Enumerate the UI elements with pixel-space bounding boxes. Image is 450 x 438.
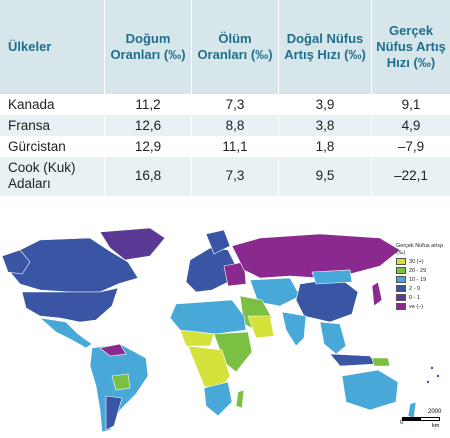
- cell-real: –7,9: [371, 135, 450, 157]
- cell-birth: 16,8: [104, 156, 192, 196]
- legend-label: 0 - 1: [409, 294, 421, 301]
- russia-region: [231, 233, 401, 279]
- legend-label: ve (–): [409, 303, 424, 310]
- cell-birth: 11,2: [104, 94, 192, 115]
- argentina-region: [105, 395, 123, 431]
- china-region: [295, 277, 359, 323]
- scandinavia-region: [205, 229, 231, 255]
- scale-end-label: 2000: [428, 409, 442, 415]
- legend-swatch: [396, 285, 406, 292]
- cell-real: –22,1: [371, 156, 450, 196]
- mexico-region: [39, 317, 93, 349]
- scale-start-label: 0: [400, 420, 404, 426]
- header-death-rate: Ölüm Oranları (‰): [191, 0, 279, 95]
- cell-birth: 12,9: [104, 135, 192, 157]
- legend-swatch: [396, 303, 406, 310]
- table-header-row: Ülkeler Doğum Oranları (‰) Ölüm Oranları…: [0, 0, 450, 95]
- map-scale-bar: 2000 0 km: [398, 408, 444, 434]
- greenland-region: [99, 227, 166, 261]
- legend-label: 2 - 9: [409, 285, 421, 292]
- legend-label: 30 (+): [409, 258, 424, 265]
- header-countries: Ülkeler: [0, 0, 105, 95]
- legend-swatch: [396, 294, 406, 301]
- map-legend: Gerçek Nüfus artışı (‰) 30 (+) 20 - 29 1…: [396, 243, 448, 310]
- alaska-region: [1, 249, 31, 275]
- world-map: [0, 226, 450, 438]
- legend-item: ve (–): [396, 303, 448, 310]
- cell-natural: 9,5: [278, 156, 372, 196]
- cell-death: 8,8: [191, 114, 279, 136]
- arabia-region: [247, 315, 275, 339]
- legend-item: 2 - 9: [396, 285, 448, 292]
- table-row: Fransa 12,6 8,8 3,8 4,9: [0, 114, 450, 136]
- cell-country: Gürcistan: [8, 138, 66, 154]
- cell-death: 11,1: [191, 135, 279, 157]
- cell-real: 4,9: [371, 114, 450, 136]
- central-asia-region: [249, 277, 301, 307]
- southern-africa-region: [203, 381, 233, 417]
- scale-bar: [402, 417, 440, 421]
- legend-swatch: [396, 276, 406, 283]
- population-table: Ülkeler Doğum Oranları (‰) Ölüm Oranları…: [0, 0, 450, 196]
- legend-title: Gerçek Nüfus artışı (‰): [396, 243, 444, 256]
- eastern-europe-region: [223, 261, 247, 287]
- cell-natural: 3,9: [278, 94, 372, 115]
- header-real-growth: Gerçek Nüfus Artış Hızı (‰): [371, 0, 450, 95]
- mongolia-region: [311, 269, 353, 285]
- header-natural-growth: Doğal Nüfus Artış Hızı (‰): [278, 0, 372, 95]
- legend-item: 30 (+): [396, 258, 448, 265]
- venezuela-region: [99, 343, 127, 357]
- cell-real: 9,1: [371, 94, 450, 115]
- cell-birth: 12,6: [104, 114, 192, 136]
- usa-region: [21, 287, 119, 323]
- japan-region: [371, 281, 383, 307]
- cell-natural: 3,8: [278, 114, 372, 136]
- north-africa-region: [169, 299, 247, 335]
- header-birth-rate: Doğum Oranları (‰): [104, 0, 192, 95]
- australia-region: [341, 369, 399, 411]
- madagascar-region: [235, 389, 245, 409]
- table-row: Gürcistan 12,9 11,1 1,8 –7,9: [0, 135, 450, 157]
- bolivia-region: [111, 373, 131, 391]
- cell-death: 7,3: [191, 156, 279, 196]
- cell-death: 7,3: [191, 94, 279, 115]
- india-region: [281, 311, 307, 347]
- sahel-region: [179, 329, 215, 347]
- png-region: [371, 357, 391, 367]
- legend-item: 0 - 1: [396, 294, 448, 301]
- scale-unit-label: km: [432, 423, 440, 429]
- table-row: Cook (Kuk) Adaları 16,8 7,3 9,5 –22,1: [0, 156, 450, 196]
- table-row: Kanada 11,2 7,3 3,9 9,1: [0, 94, 450, 115]
- cell-country: Cook (Kuk) Adaları: [0, 156, 105, 196]
- cell-country: Fransa: [0, 114, 105, 136]
- legend-swatch: [396, 258, 406, 265]
- legend-swatch: [396, 267, 406, 274]
- cell-natural: 1,8: [278, 135, 372, 157]
- legend-label: 10 - 19: [409, 276, 427, 283]
- cell-country: Kanada: [8, 97, 55, 113]
- canada-region: [7, 237, 139, 293]
- legend-label: 20 - 29: [409, 267, 427, 274]
- southeast-asia-region: [319, 321, 347, 355]
- legend-item: 20 - 29: [396, 267, 448, 274]
- legend-item: 10 - 19: [396, 276, 448, 283]
